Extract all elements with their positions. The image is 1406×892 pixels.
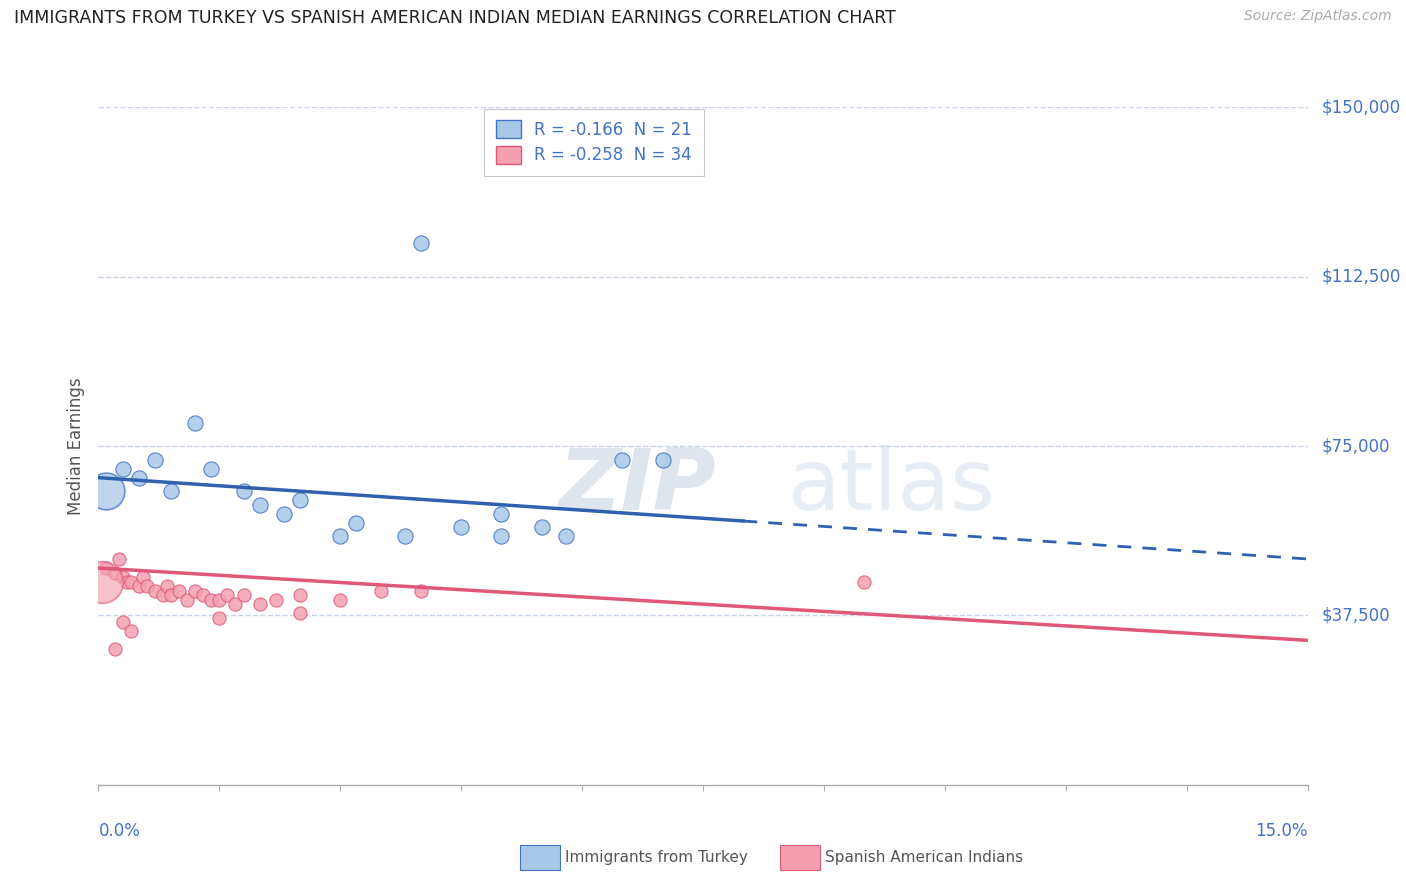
Point [208,592,231,607]
Point [491,529,513,543]
Text: $150,000: $150,000 [1322,98,1400,116]
Point [273,507,295,521]
Point [176,592,198,607]
Point [111,570,134,584]
Point [115,574,138,589]
Point [555,529,578,543]
Point [107,552,129,566]
Text: Spanish American Indians: Spanish American Indians [825,850,1024,864]
Point [450,520,472,534]
Point [288,606,311,620]
Point [103,642,125,657]
Point [152,588,174,602]
Point [249,597,271,611]
Text: Source: ZipAtlas.com: Source: ZipAtlas.com [1244,9,1392,23]
Point [132,570,155,584]
Point [200,461,222,475]
Point [232,588,254,602]
Point [409,583,432,598]
Point [224,597,246,611]
Point [249,498,271,512]
Point [853,574,876,589]
Point [288,493,311,508]
Point [120,624,142,639]
Point [120,574,142,589]
Point [530,520,553,534]
Point [232,484,254,499]
Text: 15.0%: 15.0% [1256,822,1308,840]
Point [128,579,150,593]
Point [651,452,673,467]
Point [329,529,352,543]
Point [184,583,207,598]
Text: ZIP: ZIP [558,445,716,528]
Text: Immigrants from Turkey: Immigrants from Turkey [565,850,748,864]
Point [344,516,367,530]
Point [370,583,392,598]
Text: $37,500: $37,500 [1322,607,1391,624]
Point [91,574,114,589]
Point [167,583,190,598]
Point [103,566,125,580]
Text: $75,000: $75,000 [1322,437,1391,455]
Point [264,592,287,607]
Point [193,588,215,602]
Point [217,588,239,602]
Point [111,461,134,475]
Point [491,507,513,521]
Y-axis label: Median Earnings: Median Earnings [66,377,84,515]
Text: 0.0%: 0.0% [98,822,141,840]
Point [394,529,416,543]
Point [612,452,634,467]
Point [184,417,207,431]
Text: atlas: atlas [787,445,995,528]
Point [96,561,118,575]
Point [135,579,157,593]
Point [200,592,222,607]
Point [208,611,231,625]
Text: IMMIGRANTS FROM TURKEY VS SPANISH AMERICAN INDIAN MEDIAN EARNINGS CORRELATION CH: IMMIGRANTS FROM TURKEY VS SPANISH AMERIC… [14,9,896,27]
Point [329,592,352,607]
Point [156,579,179,593]
Point [128,470,150,484]
Point [143,583,166,598]
Text: $112,500: $112,500 [1322,268,1400,285]
Point [288,588,311,602]
Legend: R = -0.166  N = 21, R = -0.258  N = 34: R = -0.166 N = 21, R = -0.258 N = 34 [485,109,704,176]
Point [160,484,183,499]
Point [96,484,118,499]
Point [143,452,166,467]
Point [111,615,134,630]
Point [160,588,183,602]
Point [409,235,432,250]
